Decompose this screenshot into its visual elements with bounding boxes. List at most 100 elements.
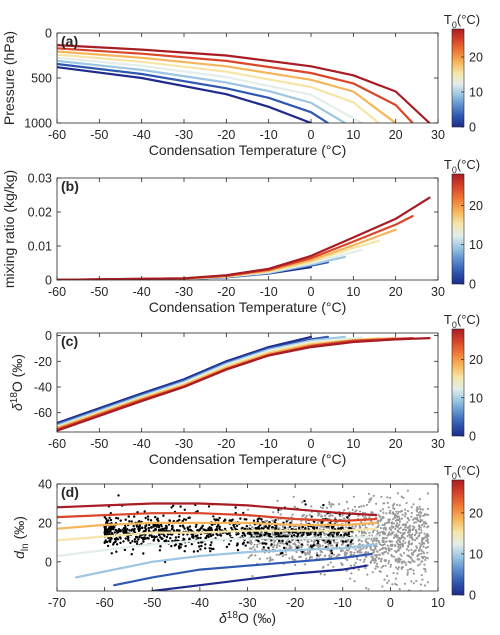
scatter-point xyxy=(401,533,404,536)
x-tick-label: -40 xyxy=(133,128,151,142)
scatter-point xyxy=(413,533,417,537)
x-tick-label: 30 xyxy=(431,437,445,451)
x-tick-label: -60 xyxy=(48,285,66,299)
scatter-point xyxy=(394,582,397,586)
scatter-point xyxy=(106,533,109,536)
scatter-point xyxy=(419,520,422,524)
scatter-point xyxy=(382,564,385,568)
scatter-point xyxy=(420,523,424,527)
scatter-point xyxy=(420,511,423,514)
scatter-point xyxy=(422,542,425,545)
scatter-point xyxy=(392,531,395,534)
scatter-point xyxy=(183,550,186,553)
scatter-point xyxy=(403,531,406,535)
scatter-point xyxy=(420,549,423,552)
series-line-t0-0 xyxy=(151,564,368,591)
scatter-point xyxy=(103,530,107,534)
scatter-point xyxy=(410,515,413,518)
scatter-point xyxy=(379,509,382,512)
scatter-point xyxy=(335,533,339,536)
scatter-point xyxy=(122,540,125,543)
scatter-point xyxy=(199,536,202,540)
scatter-point xyxy=(413,517,416,520)
scatter-point xyxy=(349,577,352,580)
scatter-point xyxy=(174,536,178,539)
scatter-point xyxy=(218,525,221,528)
scatter-point xyxy=(425,556,428,559)
scatter-point xyxy=(397,545,400,549)
scatter-point xyxy=(392,571,395,575)
scatter-point xyxy=(419,546,422,549)
scatter-point xyxy=(312,541,315,545)
scatter-point xyxy=(323,573,326,576)
scatter-point xyxy=(215,518,219,521)
scatter-point xyxy=(319,572,322,576)
scatter-point xyxy=(423,525,426,528)
scatter-point xyxy=(113,531,117,534)
plot-area xyxy=(57,484,430,591)
scatter-point xyxy=(162,514,165,517)
scatter-point xyxy=(398,523,401,526)
scatter-point xyxy=(400,567,403,570)
scatter-point xyxy=(188,528,192,531)
label-rest: O (‰) xyxy=(9,354,25,392)
scatter-point xyxy=(321,544,324,547)
scatter-point xyxy=(364,586,368,590)
scatter-point xyxy=(188,516,191,519)
scatter-point xyxy=(251,575,254,578)
series-line-t0-12 xyxy=(57,535,378,558)
scatter-point xyxy=(386,501,389,504)
scatter-point xyxy=(243,518,246,521)
panel-3: -60 -50 -40 -30 -20 -10 0 10 20 30 -60 -40 -20 0 (c) Co… xyxy=(9,312,483,467)
scatter-point xyxy=(129,541,132,545)
scatter-point xyxy=(399,531,402,534)
scatter-point xyxy=(418,524,421,527)
scatter-point xyxy=(285,553,288,556)
scatter-point xyxy=(312,527,316,530)
scatter-point xyxy=(130,520,133,523)
series-line-t0-20 xyxy=(57,50,397,123)
scatter-point xyxy=(277,532,280,535)
scatter-point xyxy=(190,533,193,536)
panel-label: (b) xyxy=(61,178,79,194)
scatter-point xyxy=(327,545,330,548)
scatter-point xyxy=(234,527,237,530)
scatter-point xyxy=(262,527,265,530)
scatter-point xyxy=(410,557,413,560)
x-tick-label: -40 xyxy=(191,596,209,610)
series-line-t0-16 xyxy=(57,527,378,542)
scatter-point xyxy=(239,517,242,520)
scatter-point xyxy=(360,540,363,543)
superscript: 18 xyxy=(227,610,239,621)
scatter-point xyxy=(288,557,291,560)
scatter-point xyxy=(422,545,425,548)
scatter-point xyxy=(116,538,120,541)
y-tick-label: 20 xyxy=(38,516,52,530)
scatter-point xyxy=(406,573,409,576)
scatter-point xyxy=(408,519,411,522)
y-axis-label: Pressure (hPa) xyxy=(1,31,17,125)
scatter-point xyxy=(321,506,324,510)
scatter-point xyxy=(305,521,308,524)
scatter-point xyxy=(260,527,263,530)
scatter-point xyxy=(394,527,397,531)
x-tick-label: -40 xyxy=(133,285,151,299)
scatter-point xyxy=(373,558,376,561)
scatter-point xyxy=(262,546,265,549)
scatter-point xyxy=(253,548,256,551)
scatter-point xyxy=(390,522,393,525)
scatter-point xyxy=(268,524,271,527)
scatter-point xyxy=(407,545,410,549)
colorbar-tick-label: 20 xyxy=(469,506,483,520)
scatter-point xyxy=(381,552,384,555)
scatter-point xyxy=(182,533,185,536)
scatter-point xyxy=(396,539,399,542)
scatter-point xyxy=(319,553,322,557)
scatter-point xyxy=(170,506,173,509)
scatter-point xyxy=(379,560,383,563)
colorbar-title-unit: (°C) xyxy=(457,12,480,27)
scatter-point xyxy=(405,548,408,551)
scatter-point xyxy=(118,529,122,532)
scatter-point xyxy=(127,515,130,518)
scatter-point xyxy=(343,533,346,537)
